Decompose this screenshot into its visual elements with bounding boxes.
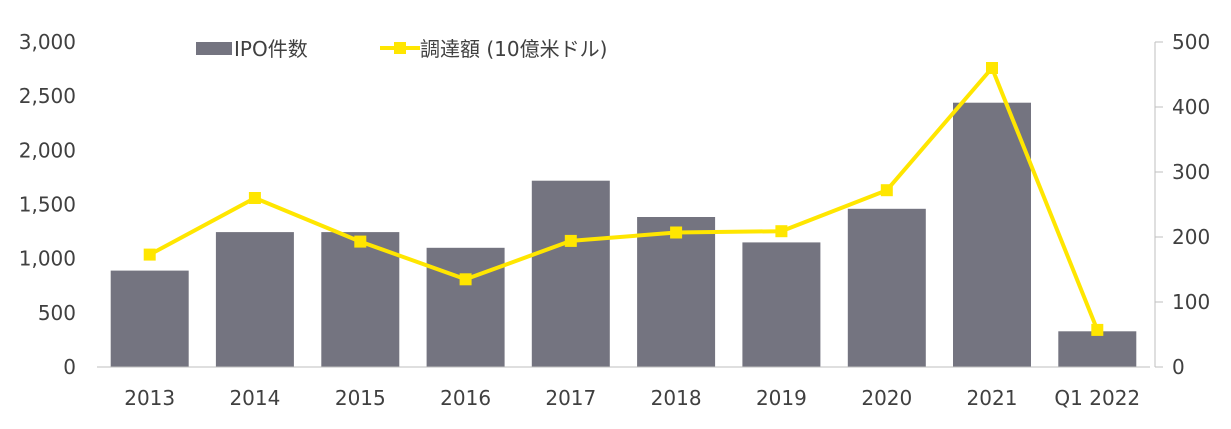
- legend-bar-swatch: [196, 42, 232, 55]
- legend-line-label: 調達額 (10億米ドル): [420, 37, 607, 61]
- line-series: [143, 62, 1104, 336]
- right-tick-label: 300: [1172, 160, 1210, 184]
- x-axis-ticks: 2013 2014 2015 2016 2017 2018 2019 2020 2021 Q1 2…: [124, 386, 1140, 410]
- line-point-2018: [670, 226, 683, 239]
- x-tick-label: 2013: [124, 386, 175, 410]
- bar-series: [110, 102, 1137, 368]
- bar-2020: [847, 208, 926, 367]
- left-tick-label: 0: [63, 355, 76, 379]
- x-tick-label: Q1 2022: [1054, 386, 1140, 410]
- line-point-2013: [143, 248, 156, 261]
- bar-2015: [321, 232, 400, 367]
- bar-2014: [215, 232, 294, 367]
- left-tick-label: 500: [38, 301, 76, 325]
- legend: IPO件数 調達額 (10億米ドル): [196, 37, 607, 61]
- right-tick-label: 100: [1172, 290, 1210, 314]
- bar-2016: [426, 247, 505, 367]
- line-point-2014: [248, 192, 261, 204]
- amount-line: [148, 66, 1100, 331]
- left-tick-label: 1,500: [19, 193, 76, 217]
- x-tick-label: 2017: [545, 386, 596, 410]
- line-point-2017: [564, 234, 577, 247]
- bar-q1-2022: [1058, 331, 1137, 368]
- bar-2013: [110, 270, 189, 367]
- line-point-q1-2022: [1091, 323, 1104, 336]
- line-point-2019: [775, 225, 788, 238]
- bar-2018: [637, 217, 716, 367]
- bar-2017: [531, 180, 610, 367]
- legend-bar-label: IPO件数: [234, 37, 308, 61]
- left-tick-label: 3,000: [19, 30, 76, 54]
- right-tick-label: 0: [1172, 355, 1185, 379]
- x-tick-label: 2021: [967, 386, 1018, 410]
- x-tick-label: 2019: [756, 386, 807, 410]
- right-axis-ticks: 0 100 200 300 400 500: [1155, 30, 1210, 379]
- right-tick-label: 400: [1172, 95, 1210, 119]
- x-tick-label: 2020: [861, 386, 912, 410]
- line-point-2021: [986, 62, 998, 74]
- line-point-2016: [459, 273, 472, 286]
- left-tick-label: 2,500: [19, 84, 76, 108]
- x-tick-label: 2015: [335, 386, 386, 410]
- line-point-2015: [354, 235, 367, 248]
- left-axis-ticks: 0 500 1,000 1,500 2,000 2,500 3,000: [19, 30, 76, 379]
- left-tick-label: 1,000: [19, 247, 76, 271]
- x-tick-label: 2014: [229, 386, 280, 410]
- right-tick-label: 200: [1172, 225, 1210, 249]
- x-tick-label: 2016: [440, 386, 491, 410]
- legend-line-marker: [394, 42, 406, 54]
- bar-2021: [953, 102, 1031, 367]
- line-point-2020: [880, 184, 893, 197]
- x-tick-label: 2018: [651, 386, 702, 410]
- right-tick-label: 500: [1172, 30, 1210, 54]
- bar-2019: [742, 242, 821, 367]
- left-tick-label: 2,000: [19, 138, 76, 162]
